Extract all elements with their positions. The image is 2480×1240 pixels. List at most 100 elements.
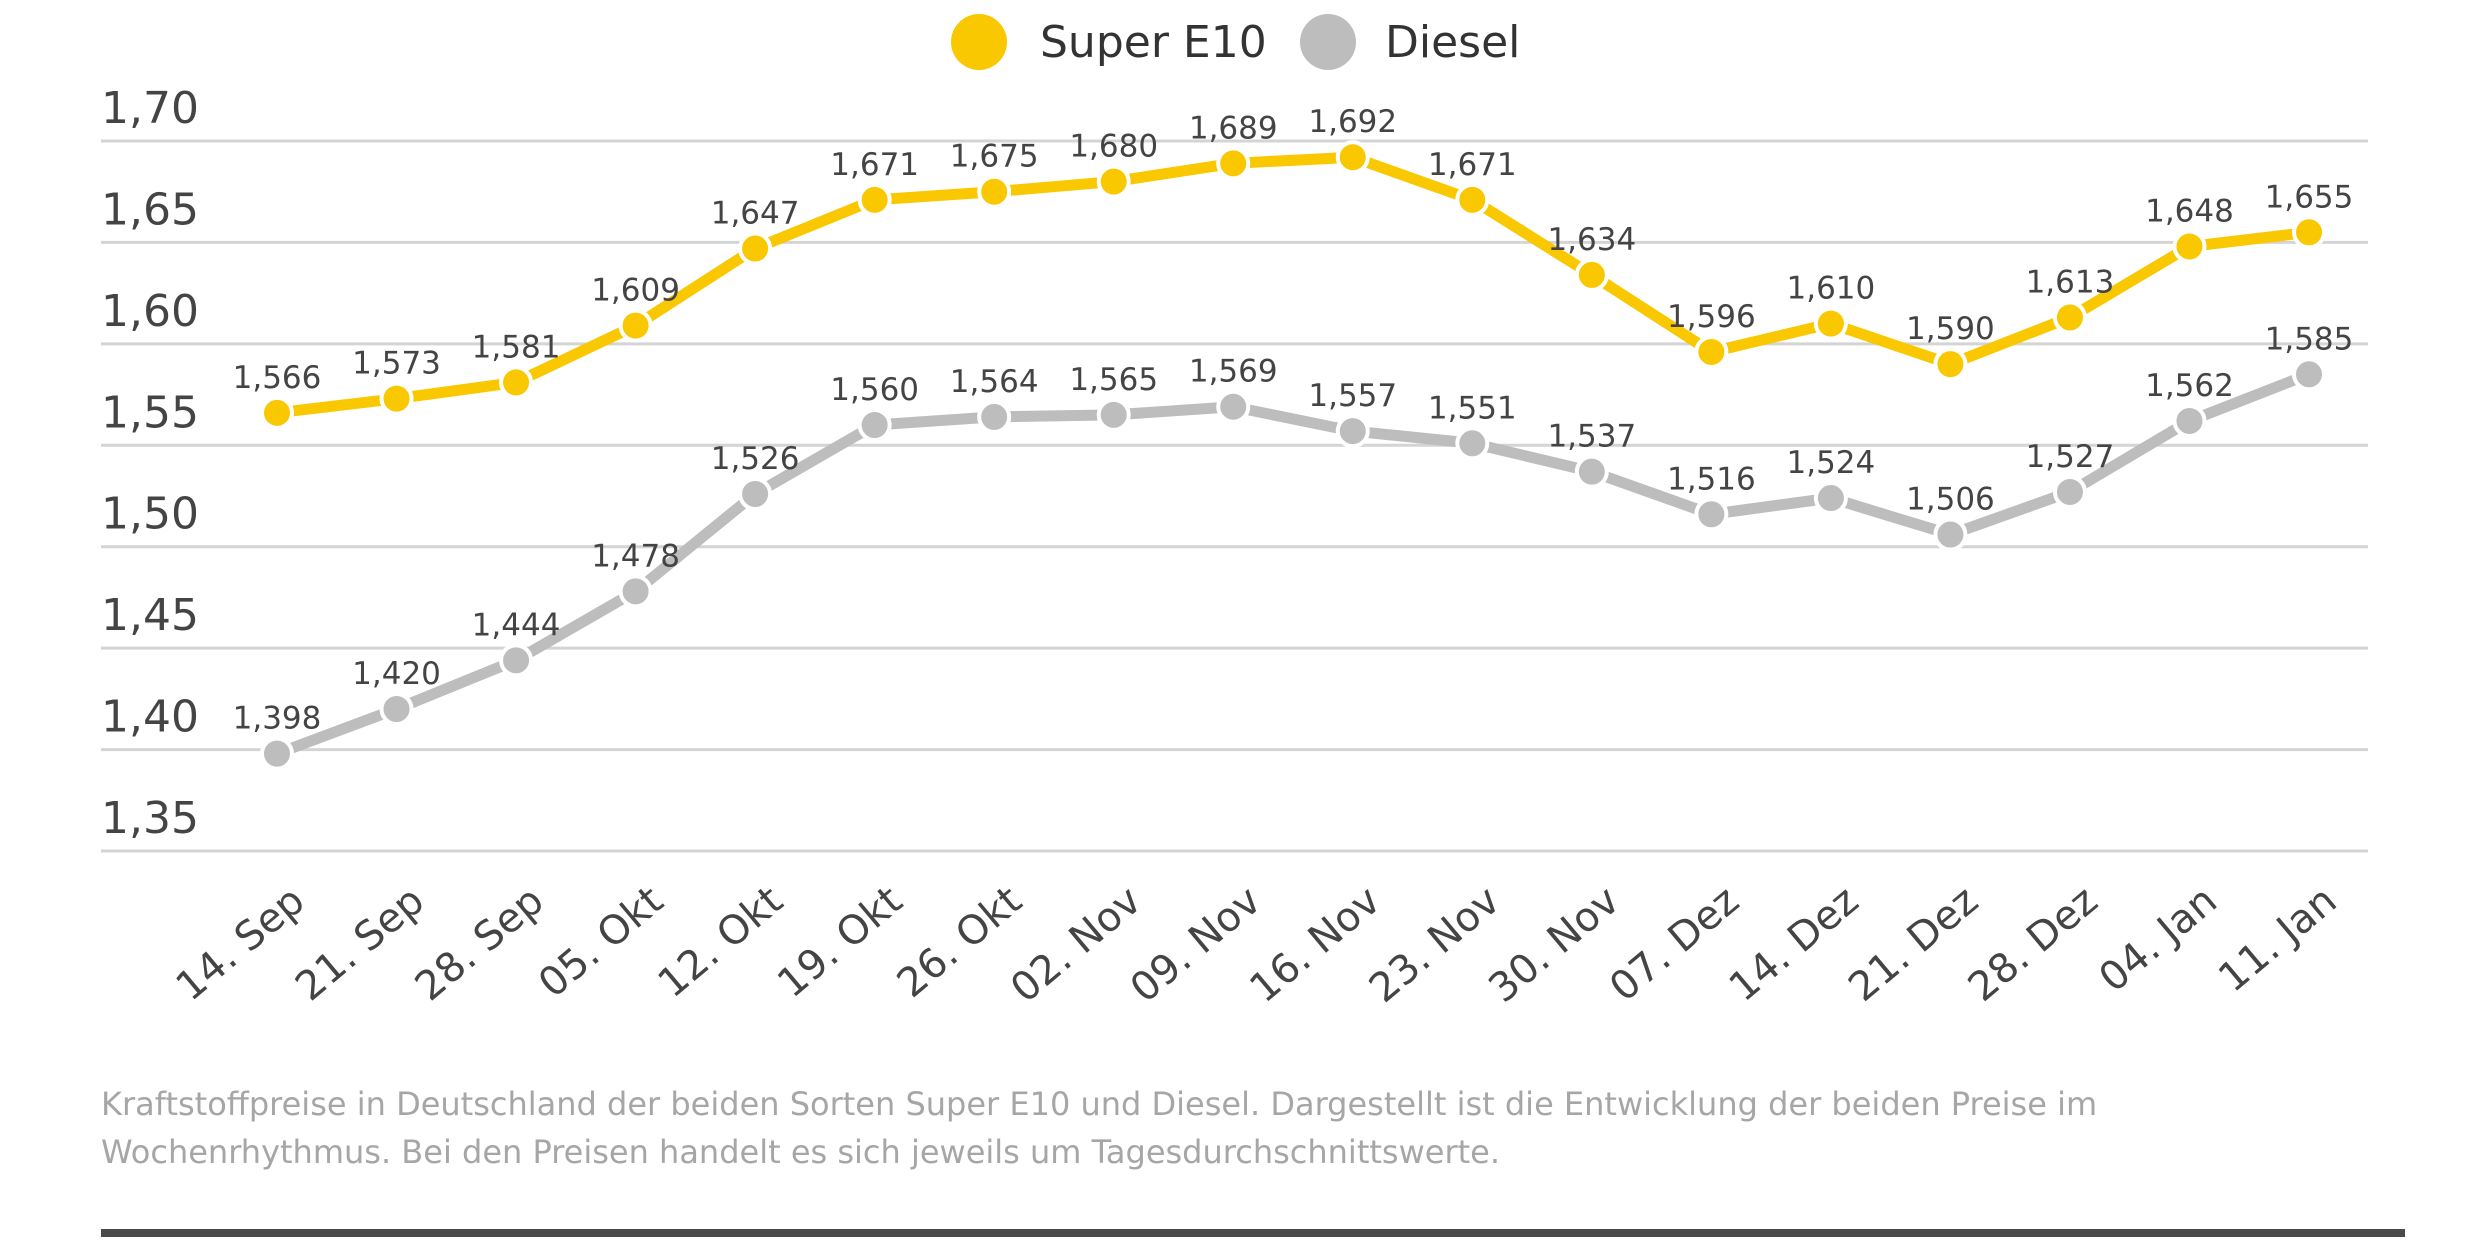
data-point-diesel (2172, 403, 2207, 438)
data-label-super-e10: 1,680 (1069, 129, 1158, 165)
x-tick-label: 30. Nov (1480, 877, 1628, 1011)
y-tick-label: 1,60 (101, 286, 199, 337)
data-label-super-e10: 1,692 (1308, 104, 1397, 140)
x-tick-label: 21. Dez (1840, 877, 1987, 1010)
legend-label: Super E10 (1040, 17, 1267, 68)
data-point-super-e10 (1096, 164, 1131, 199)
x-tick-label: 14. Sep (168, 877, 314, 1010)
data-label-super-e10: 1,581 (472, 329, 561, 365)
data-point-diesel (2052, 474, 2087, 509)
data-point-diesel (379, 692, 414, 726)
y-tick-label: 1,70 (101, 83, 199, 134)
x-tick-label: 19. Okt (769, 877, 911, 1007)
x-tick-label: 07. Dez (1601, 877, 1748, 1010)
data-label-super-e10: 1,648 (2145, 193, 2234, 229)
x-tick-label: 28. Sep (407, 877, 553, 1010)
data-label-super-e10: 1,573 (352, 346, 441, 382)
x-tick-label: 12. Okt (650, 877, 792, 1007)
data-point-super-e10 (738, 231, 773, 266)
x-tick-label: 26. Okt (889, 877, 1031, 1007)
data-point-super-e10 (1574, 257, 1609, 292)
data-point-diesel (499, 643, 534, 678)
data-point-diesel (738, 476, 773, 511)
data-label-diesel: 1,398 (233, 701, 322, 737)
data-label-super-e10: 1,596 (1667, 299, 1756, 335)
data-label-diesel: 1,478 (591, 538, 680, 574)
legend: Super E10 Diesel (951, 14, 1520, 70)
data-label-diesel: 1,569 (1189, 354, 1278, 390)
x-tick-label: 23. Nov (1361, 877, 1509, 1011)
data-point-super-e10 (977, 174, 1012, 209)
data-label-diesel: 1,537 (1547, 419, 1636, 455)
data-point-diesel (1335, 414, 1370, 449)
y-tick-label: 1,45 (101, 590, 199, 641)
data-label-diesel: 1,565 (1069, 362, 1158, 398)
data-label-super-e10: 1,609 (591, 273, 680, 309)
data-point-super-e10 (1216, 146, 1251, 181)
fuel-price-chart: Super E10 Diesel 1,35 1,40 1,45 1,50 1,55 1,60… (101, 14, 2368, 1012)
data-point-super-e10 (379, 381, 414, 416)
data-label-diesel: 1,564 (950, 364, 1039, 400)
data-point-diesel (260, 736, 294, 771)
data-label-diesel: 1,560 (830, 372, 919, 408)
x-tick-label: 09. Nov (1122, 877, 1270, 1011)
x-tick-label: 14. Dez (1721, 877, 1868, 1010)
x-tick-label: 02. Nov (1002, 877, 1150, 1011)
y-tick-label: 1,55 (101, 387, 199, 438)
y-tick-label: 1,35 (101, 793, 199, 844)
data-label-diesel: 1,557 (1308, 378, 1397, 414)
data-label-super-e10: 1,655 (2265, 179, 2354, 215)
data-point-super-e10 (1813, 306, 1848, 341)
gridlines (101, 139, 2368, 853)
bottom-divider (101, 1229, 2405, 1237)
data-label-diesel: 1,516 (1667, 461, 1756, 497)
data-point-diesel (1933, 517, 1968, 552)
legend-marker-super-e10 (951, 14, 1007, 70)
data-point-super-e10 (2052, 300, 2087, 335)
data-label-super-e10: 1,610 (1787, 271, 1876, 307)
data-label-super-e10: 1,613 (2026, 264, 2115, 300)
data-label-diesel: 1,506 (1906, 482, 1995, 518)
data-label-diesel: 1,527 (2026, 439, 2115, 475)
data-label-diesel: 1,420 (352, 656, 441, 692)
data-point-super-e10 (1335, 140, 1370, 175)
data-label-super-e10: 1,566 (233, 360, 322, 396)
data-point-diesel (1694, 497, 1729, 532)
data-point-diesel (1813, 481, 1848, 516)
data-label-diesel: 1,562 (2145, 368, 2234, 404)
data-label-super-e10: 1,647 (711, 196, 800, 232)
data-point-diesel (618, 574, 653, 609)
data-label-diesel: 1,524 (1787, 445, 1876, 481)
data-point-diesel (857, 408, 892, 442)
legend-marker-diesel (1300, 14, 1356, 70)
series-line-super-e10 (276, 151, 2310, 419)
data-point-diesel (1574, 454, 1609, 489)
data-point-super-e10 (499, 365, 534, 400)
data-label-super-e10: 1,634 (1547, 222, 1636, 258)
data-label-diesel: 1,551 (1428, 390, 1517, 426)
data-label-super-e10: 1,689 (1189, 110, 1278, 146)
y-tick-label: 1,65 (101, 184, 199, 235)
legend-label: Diesel (1385, 17, 1520, 68)
x-tick-label: 28. Dez (1960, 877, 2107, 1010)
x-tick-label: 05. Okt (530, 877, 672, 1007)
data-point-super-e10 (1694, 334, 1729, 369)
data-label-super-e10: 1,671 (1428, 147, 1517, 183)
data-point-diesel (1455, 426, 1490, 461)
x-tick-label: 21. Sep (287, 877, 433, 1010)
data-label-diesel: 1,585 (2265, 321, 2354, 357)
data-point-super-e10 (857, 182, 892, 217)
data-point-super-e10 (618, 308, 653, 343)
x-tick-label: 16. Nov (1241, 877, 1389, 1011)
y-tick-label: 1,50 (101, 489, 199, 540)
data-point-super-e10 (260, 395, 294, 430)
data-point-super-e10 (1455, 182, 1490, 217)
chart-caption: Kraftstoffpreise in Deutschland der beid… (101, 1085, 2098, 1171)
data-point-diesel (1216, 389, 1251, 424)
x-tick-label: 11. Jan (2210, 877, 2345, 1001)
data-labels: 1,566 1,573 1,581 1,609 1,647 1,671 1,675 1,680… (233, 104, 2354, 736)
data-label-super-e10: 1,590 (1906, 311, 1995, 347)
series-line-diesel (275, 369, 2311, 759)
data-point-super-e10 (1933, 347, 1968, 382)
